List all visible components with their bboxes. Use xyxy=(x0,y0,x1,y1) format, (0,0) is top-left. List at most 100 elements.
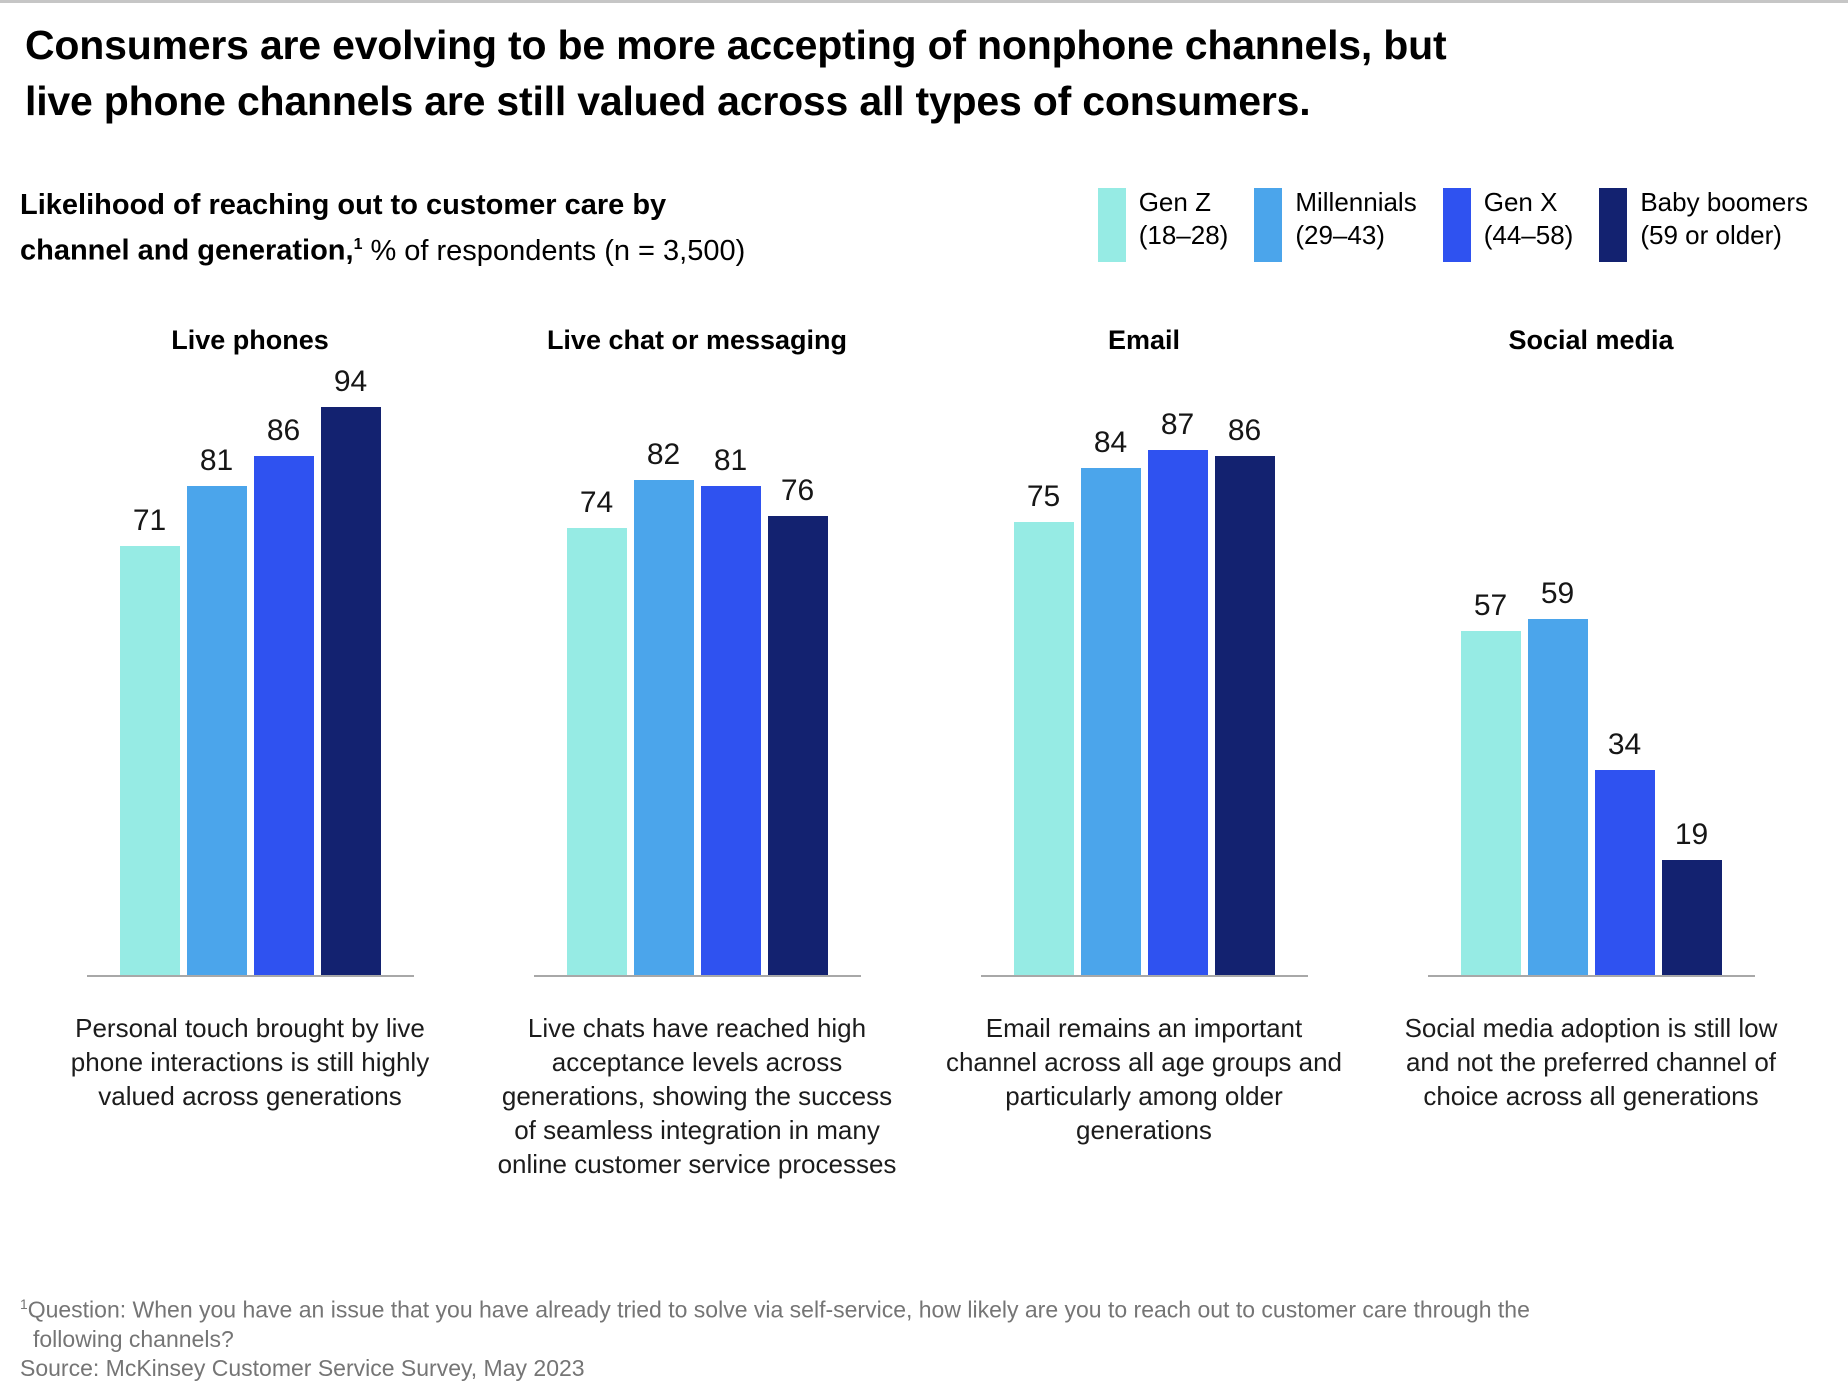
bar-value-label: 82 xyxy=(646,437,681,471)
footnote: 1Question: When you have an issue that y… xyxy=(20,1290,1530,1383)
bar-value-label: 84 xyxy=(1093,425,1128,459)
bar-baby-boomers xyxy=(1214,455,1275,975)
chart-live-chat: Live chat or messaging 74 82 81 76 Live … xyxy=(497,323,897,1181)
bar-millennials xyxy=(1080,467,1141,975)
bar-gen-x xyxy=(1594,769,1655,975)
chart-title-live-phones: Live phones xyxy=(171,324,329,355)
bar-gen-z xyxy=(1460,630,1521,975)
bar-group-baby-boomers: 76 xyxy=(767,473,828,975)
page-title: Consumers are evolving to be more accept… xyxy=(25,17,1848,129)
footnote-question-line1: 1Question: When you have an issue that y… xyxy=(20,1290,1530,1325)
legend-item-gen-x: Gen X (44–58) xyxy=(1442,185,1574,262)
page-top-border xyxy=(0,0,1848,3)
bar-group-gen-z: 75 xyxy=(1013,479,1074,975)
caption-social-media: Social media adoption is still low and n… xyxy=(1404,1012,1778,1111)
bar-group-gen-x: 86 xyxy=(253,415,314,975)
bar-group-gen-x: 81 xyxy=(700,443,761,975)
bar-group-baby-boomers: 86 xyxy=(1214,413,1275,975)
bar-value-label: 57 xyxy=(1473,588,1508,622)
bar-value-label: 81 xyxy=(199,443,234,477)
legend-item-baby-boomers: Baby boomers (59 or older) xyxy=(1599,185,1808,262)
bar-group-millennials: 82 xyxy=(633,437,694,975)
bar-gen-x xyxy=(700,485,761,975)
legend-swatch-gen-x xyxy=(1442,188,1471,262)
bar-value-label: 94 xyxy=(333,364,368,398)
bar-value-label: 34 xyxy=(1607,727,1642,761)
legend-label-line1: Baby boomers xyxy=(1640,187,1808,217)
footnote-marker: 1 xyxy=(20,1297,28,1312)
chart-live-phones: Live phones 71 81 86 94 Personal touch b… xyxy=(50,323,450,1181)
bar-group-gen-z: 71 xyxy=(119,503,180,975)
page-title-line1: Consumers are evolving to be more accept… xyxy=(25,22,1447,68)
legend-swatch-millennials xyxy=(1254,188,1283,262)
legend-label-line1: Gen Z xyxy=(1138,187,1211,217)
bar-gen-z xyxy=(119,545,180,975)
bar-group-gen-x: 87 xyxy=(1147,407,1208,975)
bar-value-label: 86 xyxy=(1227,413,1262,447)
plot-email: 75 84 87 86 xyxy=(980,357,1308,977)
charts-row: Live phones 71 81 86 94 Personal touch b… xyxy=(0,323,1848,1181)
chart-email: Email 75 84 87 86 Email remains an impor… xyxy=(944,323,1344,1181)
chart-title-email: Email xyxy=(1107,324,1181,355)
bar-group-baby-boomers: 94 xyxy=(320,364,381,975)
legend-item-gen-z: Gen Z (18–28) xyxy=(1097,185,1229,262)
subtitle-unit: % of respondents (n = 3,500) xyxy=(370,234,746,267)
footnote-question-text: Question: When you have an issue that yo… xyxy=(27,1296,1530,1323)
legend-label-line2: (44–58) xyxy=(1483,220,1574,250)
legend-item-millennials: Millennials (29–43) xyxy=(1254,185,1417,262)
bar-baby-boomers xyxy=(1661,859,1722,975)
bar-value-label: 71 xyxy=(132,503,167,537)
legend-swatch-gen-z xyxy=(1097,188,1126,262)
legend-label-line2: (59 or older) xyxy=(1640,220,1782,250)
bar-value-label: 19 xyxy=(1674,817,1709,851)
bar-value-label: 74 xyxy=(579,485,614,519)
caption-live-chat: Live chats have reached high acceptance … xyxy=(497,1012,897,1179)
bar-value-label: 76 xyxy=(780,473,815,507)
plot-live-chat: 74 82 81 76 xyxy=(533,357,861,977)
bar-group-gen-x: 34 xyxy=(1594,727,1655,975)
bar-group-millennials: 81 xyxy=(186,443,247,975)
legend-label-line2: (18–28) xyxy=(1138,220,1229,250)
bar-group-gen-z: 74 xyxy=(566,485,627,975)
footnote-question-line2: following channels? xyxy=(33,1325,234,1352)
bar-value-label: 81 xyxy=(713,443,748,477)
legend-label-line2: (29–43) xyxy=(1295,220,1385,250)
bar-gen-z xyxy=(566,527,627,975)
chart-title-social-media: Social media xyxy=(1508,324,1674,355)
caption-email: Email remains an important channel acros… xyxy=(945,1012,1343,1145)
bar-millennials xyxy=(186,485,247,975)
caption-live-phones: Personal touch brought by live phone int… xyxy=(70,1012,430,1111)
legend: Gen Z (18–28) Millennials (29–43) Gen X … xyxy=(1097,185,1808,262)
legend-label-baby-boomers: Baby boomers (59 or older) xyxy=(1640,185,1808,252)
legend-swatch-baby-boomers xyxy=(1599,188,1628,262)
legend-label-line1: Millennials xyxy=(1295,187,1417,217)
bar-gen-x xyxy=(253,455,314,975)
bar-millennials xyxy=(633,479,694,975)
bar-gen-x xyxy=(1147,449,1208,975)
legend-label-millennials: Millennials (29–43) xyxy=(1295,185,1416,252)
bar-group-millennials: 59 xyxy=(1527,576,1588,975)
subtitle-footnote-marker: 1 xyxy=(353,236,363,253)
bar-baby-boomers xyxy=(767,515,828,975)
subtitle-bold-line1: Likelihood of reaching out to customer c… xyxy=(20,189,667,221)
bar-value-label: 59 xyxy=(1540,576,1575,610)
bar-value-label: 87 xyxy=(1160,407,1195,441)
bar-group-millennials: 84 xyxy=(1080,425,1141,975)
page-title-line2: live phone channels are still valued acr… xyxy=(25,78,1311,124)
legend-label-gen-x: Gen X (44–58) xyxy=(1484,185,1574,252)
legend-label-line1: Gen X xyxy=(1483,187,1558,217)
plot-social-media: 57 59 34 19 xyxy=(1427,357,1755,977)
bar-millennials xyxy=(1527,618,1588,975)
bar-value-label: 75 xyxy=(1026,479,1061,513)
legend-label-gen-z: Gen Z (18–28) xyxy=(1139,185,1229,252)
footnote-source: Source: McKinsey Customer Service Survey… xyxy=(20,1354,585,1381)
subtitle-bold-line2: channel and generation, xyxy=(20,234,354,267)
chart-subtitle: Likelihood of reaching out to customer c… xyxy=(20,185,745,271)
bar-gen-z xyxy=(1013,521,1074,975)
chart-social-media: Social media 57 59 34 19 Social media ad… xyxy=(1391,323,1791,1181)
chart-title-live-chat: Live chat or messaging xyxy=(546,324,848,355)
bar-group-gen-z: 57 xyxy=(1460,588,1521,975)
bar-group-baby-boomers: 19 xyxy=(1661,817,1722,975)
chart-header: Likelihood of reaching out to customer c… xyxy=(20,185,1808,271)
plot-live-phones: 71 81 86 94 xyxy=(86,357,414,977)
